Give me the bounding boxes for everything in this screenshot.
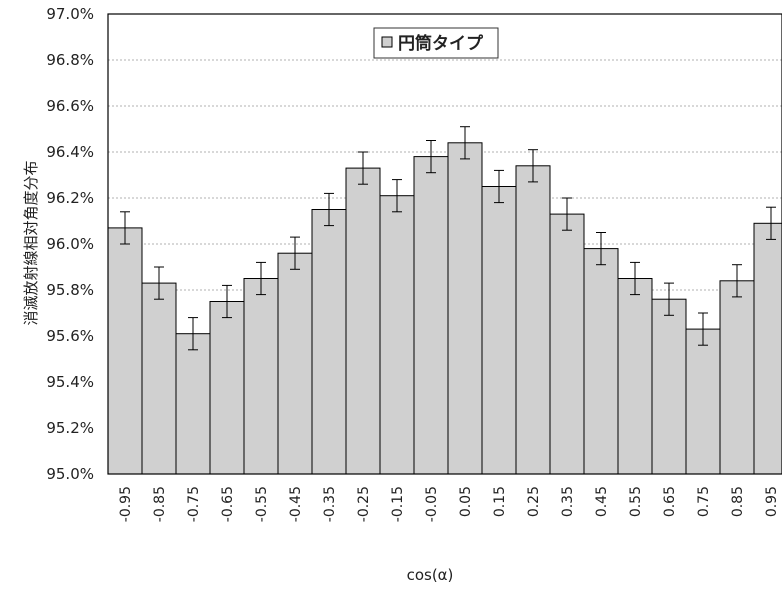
error-bar — [664, 282, 674, 316]
bar — [651, 298, 687, 475]
bar — [685, 328, 721, 475]
legend-label: 円筒タイプ — [398, 33, 484, 54]
bar — [175, 333, 211, 475]
x-tick-label: -0.45 — [288, 486, 304, 522]
y-tick-label: 96.2% — [46, 189, 94, 207]
error-bar — [460, 126, 470, 160]
error-bars — [120, 126, 776, 351]
error-bar — [596, 232, 606, 266]
bar — [515, 165, 551, 475]
x-tick-label: 0.95 — [764, 486, 780, 517]
x-tick-label: -0.25 — [356, 486, 372, 522]
bar — [447, 142, 483, 475]
error-bar — [494, 169, 504, 204]
y-axis-title: 消滅放射線相対角度分布 — [22, 160, 40, 325]
error-bar — [562, 197, 572, 231]
x-axis-title: cos(α) — [407, 566, 454, 584]
error-bar — [154, 266, 164, 300]
bar — [413, 156, 449, 475]
x-tick-label: -0.85 — [152, 486, 168, 522]
y-tick-label: 96.6% — [46, 97, 94, 115]
y-tick-label: 95.8% — [46, 281, 94, 299]
bar — [209, 301, 245, 475]
error-bar — [528, 149, 538, 183]
error-bar — [290, 236, 300, 270]
x-tick-label: 0.55 — [628, 486, 644, 517]
x-tick-label: 0.15 — [492, 486, 508, 517]
error-bar — [392, 179, 402, 213]
error-bar — [188, 317, 198, 351]
error-bar — [358, 151, 368, 185]
x-tick-label: -0.65 — [220, 486, 236, 522]
x-tick-label: -0.15 — [390, 486, 406, 522]
y-tick-label: 96.0% — [46, 235, 94, 253]
bar — [345, 167, 381, 475]
x-tick-label: -0.55 — [254, 486, 270, 522]
error-bar — [426, 140, 436, 174]
x-tick-label: -0.75 — [186, 486, 202, 522]
error-bar — [222, 284, 232, 319]
y-tick-label: 96.8% — [46, 51, 94, 69]
bar — [311, 209, 347, 475]
x-tick-labels: -0.95 -0.85 -0.75 -0.65 -0.55 -0.45 -0.35 -0.25… — [118, 486, 780, 522]
y-tick-labels: 95.0% 95.2% 95.4% 95.6% 95.8% 96.0% 96.2% 96.4%… — [46, 5, 94, 483]
error-bar — [698, 312, 708, 346]
legend-box — [373, 27, 499, 59]
y-tick-label: 95.2% — [46, 419, 94, 437]
bar — [583, 248, 619, 475]
error-bar — [732, 264, 742, 298]
bar — [753, 222, 782, 475]
x-tick-label: -0.35 — [322, 486, 338, 522]
x-tick-label: 0.05 — [458, 486, 474, 517]
legend: 円筒タイプ — [373, 27, 499, 59]
bar — [379, 195, 415, 475]
error-bar — [630, 261, 640, 296]
error-bar — [256, 261, 266, 296]
x-tick-label: 0.75 — [696, 486, 712, 517]
legend-swatch — [381, 36, 393, 48]
y-tick-label: 95.6% — [46, 327, 94, 345]
bar — [277, 252, 313, 475]
bar — [719, 280, 755, 475]
error-bar — [324, 192, 334, 227]
x-tick-label: 0.65 — [662, 486, 678, 517]
x-tick-label: 0.45 — [594, 486, 610, 517]
y-tick-label: 95.4% — [46, 373, 94, 391]
bar — [107, 227, 143, 475]
bars — [107, 142, 782, 475]
y-tick-label: 97.0% — [46, 5, 94, 23]
bar — [481, 186, 517, 475]
error-bar — [766, 206, 776, 240]
x-tick-label: -0.05 — [424, 486, 440, 522]
x-tick-label: 0.35 — [560, 486, 576, 517]
bar — [549, 213, 585, 475]
bar — [243, 278, 279, 475]
x-tick-label: 0.25 — [526, 486, 542, 517]
bar — [141, 282, 177, 475]
plot-area-frame — [107, 13, 782, 475]
bar — [617, 278, 653, 475]
axes — [107, 13, 782, 475]
x-tick-label: 0.85 — [730, 486, 746, 517]
y-tick-label: 96.4% — [46, 143, 94, 161]
error-bar — [120, 211, 130, 245]
y-tick-label: 95.0% — [46, 465, 94, 483]
x-tick-label: -0.95 — [118, 486, 134, 522]
